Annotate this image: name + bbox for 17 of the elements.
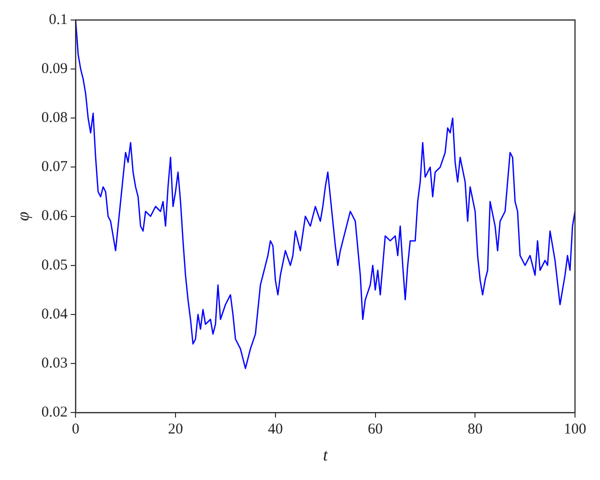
y-tick-label: 0.06 [41,208,68,224]
x-tick-label: 40 [268,422,283,438]
y-tick-label: 0.09 [41,61,68,78]
x-tick-label: 20 [168,422,184,438]
y-tick-label: 0.02 [41,404,68,421]
x-tick-label: 0 [72,422,80,438]
y-tick-label: 0.1 [48,12,68,28]
y-axis-title: φ [14,212,33,222]
y-tick-label: 0.05 [41,257,68,274]
y-tick-label: 0.04 [41,306,68,322]
x-tick-label: 60 [368,422,383,438]
x-tick-label: 80 [468,422,483,438]
x-tick-label: 100 [564,422,586,438]
y-tick-label: 0.08 [41,110,68,126]
y-tick-label: 0.07 [41,159,68,176]
x-axis-title: t [322,445,329,464]
y-tick-label: 0.03 [41,355,68,372]
